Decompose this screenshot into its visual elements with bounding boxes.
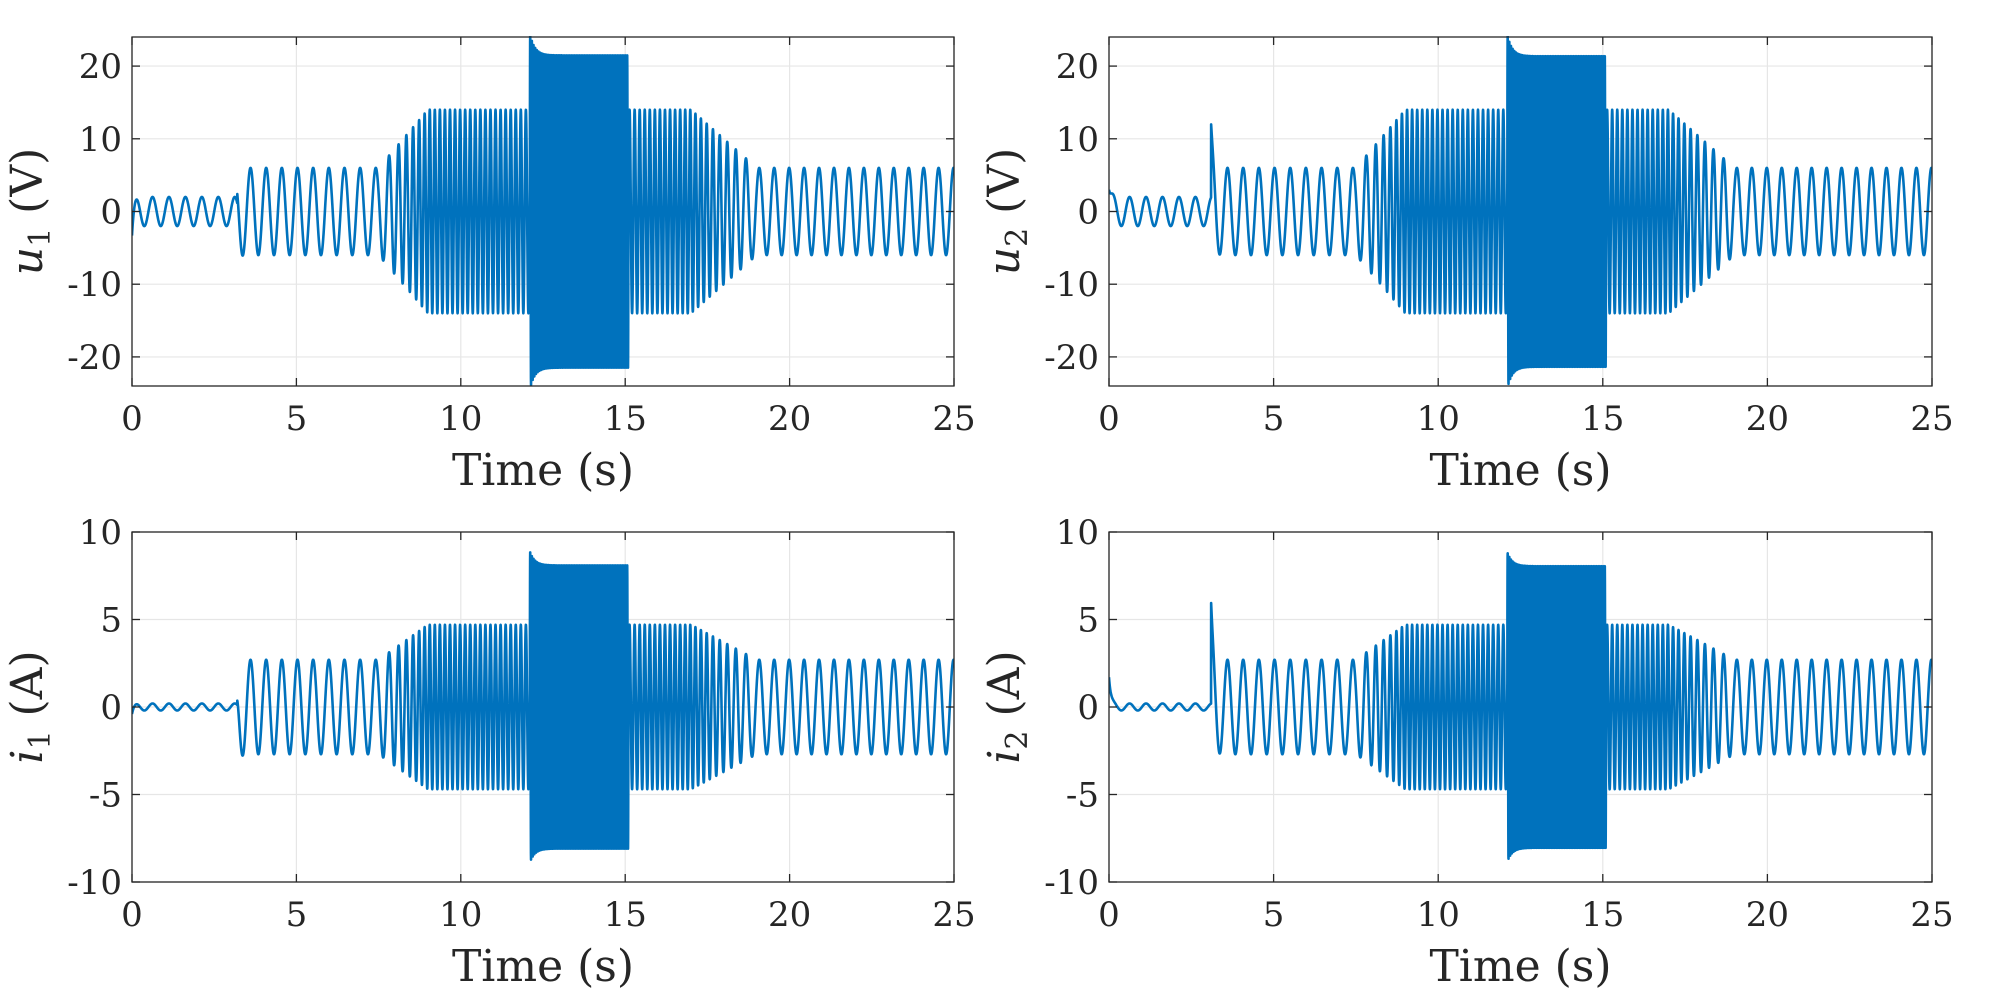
y-axis-label-unit: (V)	[2, 148, 53, 228]
y-axis-label-unit: (V)	[979, 148, 1030, 228]
chart-panel-i1: 0 5 10 15 20 25 -10 -5 0 5 10 Time (s) i1 (A)	[2, 513, 976, 992]
x-tick-label: 10	[1417, 399, 1460, 439]
y-tick-label: -5	[1066, 776, 1099, 816]
x-tick-label: 0	[121, 399, 143, 439]
x-tick-label: 15	[1581, 399, 1624, 439]
y-axis-label-unit: (A)	[979, 650, 1030, 730]
y-tick-label: -10	[1044, 265, 1099, 305]
x-tick-label: 25	[1910, 399, 1953, 439]
x-tick-label: 15	[604, 399, 647, 439]
y-tick-label: 0	[100, 193, 122, 233]
y-tick-label: 20	[1056, 47, 1099, 87]
y-axis-label-subscript: 1	[23, 730, 58, 749]
y-axis-label: u1 (V)	[2, 148, 58, 276]
x-tick-label: 20	[768, 399, 811, 439]
x-axis-label: Time (s)	[452, 445, 634, 496]
x-tick-label: 10	[1417, 895, 1460, 935]
x-tick-label: 5	[1263, 895, 1285, 935]
y-tick-label: -10	[67, 265, 122, 305]
y-tick-label: -10	[1044, 863, 1099, 903]
series-line-i1	[132, 551, 954, 861]
chart-panel-i2: 0 5 10 15 20 25 -10 -5 0 5 10 Time (s) i2 (A)	[979, 513, 1954, 992]
x-tick-label: 20	[1746, 399, 1789, 439]
y-axis-label-symbol: u	[979, 247, 1030, 275]
y-tick-label: 5	[100, 601, 122, 641]
x-axis-label: Time (s)	[452, 941, 634, 992]
y-axis-label: i1 (A)	[2, 650, 58, 763]
y-axis-label-symbol: i	[2, 750, 53, 764]
x-tick-label: 10	[439, 399, 482, 439]
y-tick-label: 10	[79, 513, 122, 553]
y-axis-label-subscript: 2	[1000, 228, 1035, 247]
series-line-u2	[1109, 36, 1932, 386]
x-tick-label: 25	[932, 895, 975, 935]
x-tick-label: 5	[1263, 399, 1285, 439]
y-tick-label: 0	[1077, 688, 1099, 728]
y-tick-label: 10	[1056, 120, 1099, 160]
y-axis-label: i2 (A)	[979, 650, 1035, 763]
chart-panel-u1: 0 5 10 15 20 25 -20 -10 0 10 20 Time (s) u1 (V)	[2, 36, 976, 496]
y-tick-label: 10	[79, 120, 122, 160]
y-tick-label: -20	[67, 338, 122, 378]
x-tick-label: 5	[286, 895, 308, 935]
y-axis-label: u2 (V)	[979, 148, 1035, 276]
x-tick-label: 0	[121, 895, 143, 935]
x-tick-label: 10	[439, 895, 482, 935]
series-line-i2	[1109, 551, 1932, 861]
y-tick-label: 10	[1056, 513, 1099, 553]
x-tick-label: 25	[932, 399, 975, 439]
y-axis-label-symbol: i	[979, 750, 1030, 764]
y-tick-label: 0	[100, 688, 122, 728]
x-tick-label: 15	[604, 895, 647, 935]
series-line-u1	[132, 36, 954, 387]
y-tick-label: -5	[89, 776, 122, 816]
y-axis-label-unit: (A)	[2, 650, 53, 730]
x-tick-label: 5	[286, 399, 308, 439]
x-axis-label: Time (s)	[1429, 941, 1611, 992]
x-tick-label: 15	[1581, 895, 1624, 935]
x-tick-label: 0	[1098, 895, 1120, 935]
y-axis-label-subscript: 1	[23, 228, 58, 247]
y-tick-label: 0	[1077, 193, 1099, 233]
y-tick-label: 5	[1077, 601, 1099, 641]
x-axis-label: Time (s)	[1429, 445, 1611, 496]
y-tick-label: -20	[1044, 338, 1099, 378]
x-tick-label: 20	[1746, 895, 1789, 935]
y-axis-label-symbol: u	[2, 247, 53, 275]
y-tick-label: 20	[79, 47, 122, 87]
x-tick-label: 0	[1098, 399, 1120, 439]
x-tick-label: 25	[1910, 895, 1953, 935]
chart-panel-u2: 0 5 10 15 20 25 -20 -10 0 10 20 Time (s) u2 (V)	[979, 36, 1954, 496]
y-axis-label-subscript: 2	[1000, 730, 1035, 749]
y-tick-label: -10	[67, 863, 122, 903]
x-tick-label: 20	[768, 895, 811, 935]
